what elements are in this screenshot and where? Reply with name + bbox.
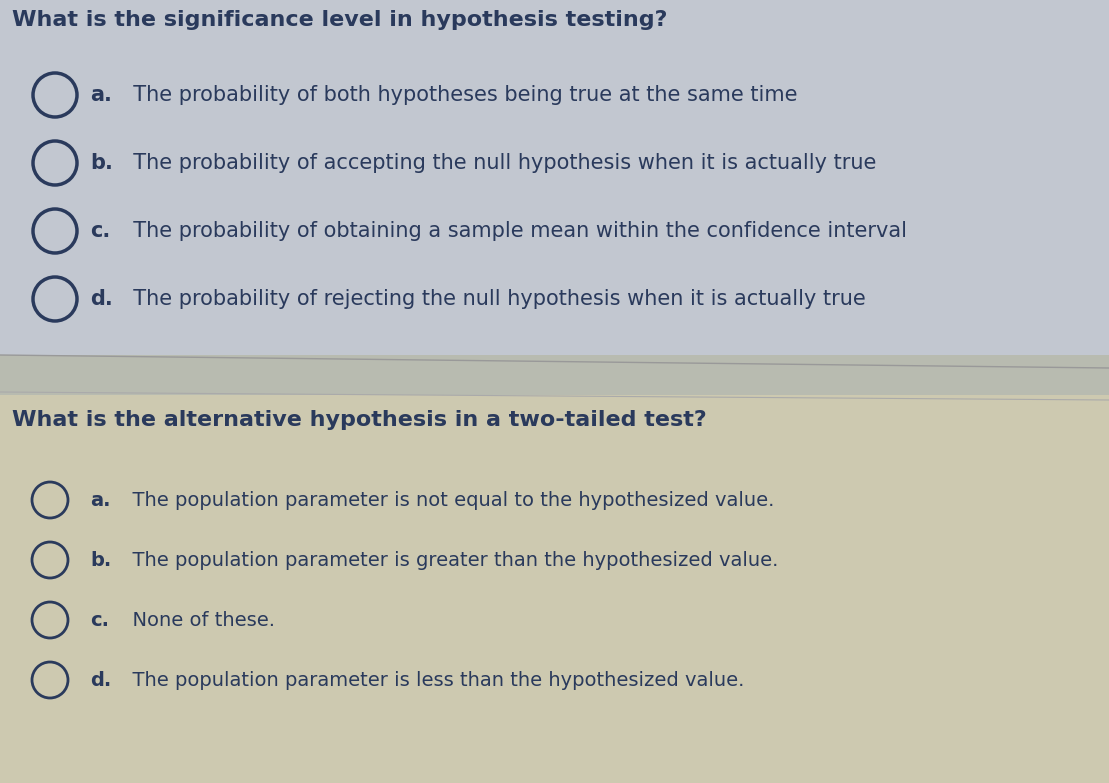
Text: d.: d. — [90, 289, 113, 309]
Text: None of these.: None of these. — [120, 611, 275, 630]
Text: What is the significance level in hypothesis testing?: What is the significance level in hypoth… — [12, 10, 668, 30]
Text: The population parameter is not equal to the hypothesized value.: The population parameter is not equal to… — [120, 490, 774, 510]
Text: The probability of rejecting the null hypothesis when it is actually true: The probability of rejecting the null hy… — [120, 289, 866, 309]
Text: c.: c. — [90, 221, 110, 241]
Text: The probability of both hypotheses being true at the same time: The probability of both hypotheses being… — [120, 85, 797, 105]
Text: b.: b. — [90, 153, 113, 173]
Text: a.: a. — [90, 490, 111, 510]
Text: The population parameter is less than the hypothesized value.: The population parameter is less than th… — [120, 670, 744, 690]
FancyBboxPatch shape — [0, 355, 1109, 400]
Text: b.: b. — [90, 550, 111, 569]
FancyBboxPatch shape — [0, 395, 1109, 783]
Text: a.: a. — [90, 85, 112, 105]
FancyBboxPatch shape — [0, 0, 1109, 360]
Text: The population parameter is greater than the hypothesized value.: The population parameter is greater than… — [120, 550, 779, 569]
Text: d.: d. — [90, 670, 111, 690]
Text: What is the alternative hypothesis in a two-tailed test?: What is the alternative hypothesis in a … — [12, 410, 706, 430]
Text: c.: c. — [90, 611, 109, 630]
Text: The probability of accepting the null hypothesis when it is actually true: The probability of accepting the null hy… — [120, 153, 876, 173]
Text: The probability of obtaining a sample mean within the confidence interval: The probability of obtaining a sample me… — [120, 221, 907, 241]
